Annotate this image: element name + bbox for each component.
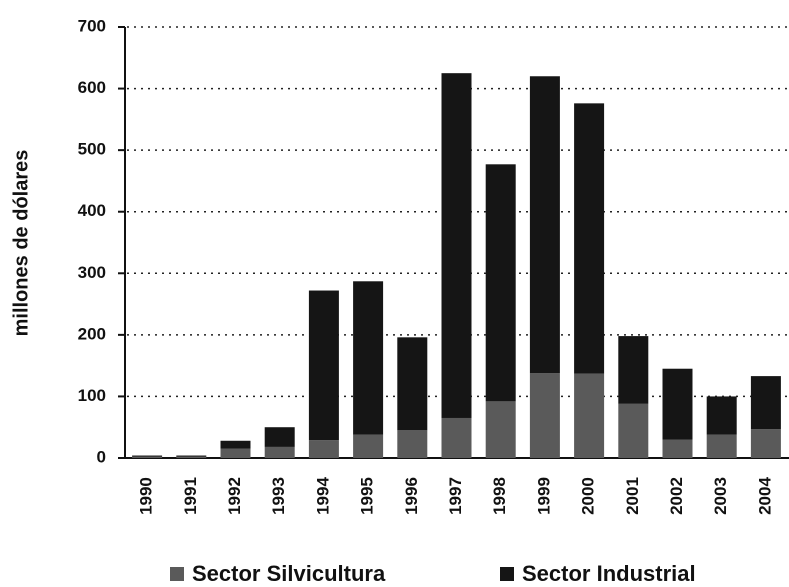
bar-segment [353,434,384,458]
x-tick-label: 1990 [137,477,156,515]
bar-segment [750,376,781,430]
x-tick-label: 1994 [313,477,332,515]
x-tick-label: 2004 [755,477,774,515]
bar-segment [176,456,207,458]
y-tick-label: 300 [78,263,106,282]
bar-segment [308,440,339,458]
y-tick-label: 700 [78,16,106,35]
bar-segment [441,73,472,418]
bar-segment [132,455,163,457]
bar-segment [441,417,472,458]
bar-segment [220,440,251,449]
x-tick-label: 2000 [579,477,598,515]
bar-segment [485,401,516,458]
bar-segment [529,76,560,374]
bar-segment [706,396,737,435]
bar-segment [485,164,516,402]
y-tick-label: 0 [97,447,106,466]
x-tick-label: 1995 [358,477,377,515]
bar-segment [132,456,163,458]
y-tick-label: 400 [78,201,106,220]
bar-segment [264,446,295,458]
bar-segment [618,403,649,458]
x-tick-label: 2001 [623,477,642,515]
bar-segment [353,281,384,435]
bar-segment [308,290,339,441]
x-tick-label: 1992 [225,477,244,515]
legend-label: Sector Silvicultura [192,561,386,586]
bar-segment [397,337,428,431]
bar-segment [574,103,605,374]
bar-segment [706,434,737,458]
x-tick-label: 1991 [181,477,200,515]
x-tick-label: 1997 [446,477,465,515]
bar-segment [397,430,428,458]
x-tick-label: 1996 [402,477,421,515]
legend-label: Sector Industrial [522,561,696,586]
bar-segment [750,429,781,458]
x-tick-label: 2003 [711,477,730,515]
y-tick-label: 600 [78,78,106,97]
x-tick-label: 2002 [667,477,686,515]
bar-segment [618,336,649,404]
y-tick-label: 500 [78,140,106,159]
bar-segment [176,455,207,457]
bar-segment [662,439,693,458]
y-tick-label: 100 [78,386,106,405]
legend-swatch [500,567,514,581]
legend-swatch [170,567,184,581]
bar-segment [574,373,605,458]
bar-segment [662,368,693,440]
bar-segment [264,427,295,447]
bar-segment [220,448,251,458]
y-axis-label: millones de dólares [10,150,32,337]
x-tick-label: 1998 [490,477,509,515]
y-tick-label: 200 [78,324,106,343]
bar-segment [529,373,560,458]
x-tick-label: 1999 [534,477,553,515]
x-tick-label: 1993 [269,477,288,515]
